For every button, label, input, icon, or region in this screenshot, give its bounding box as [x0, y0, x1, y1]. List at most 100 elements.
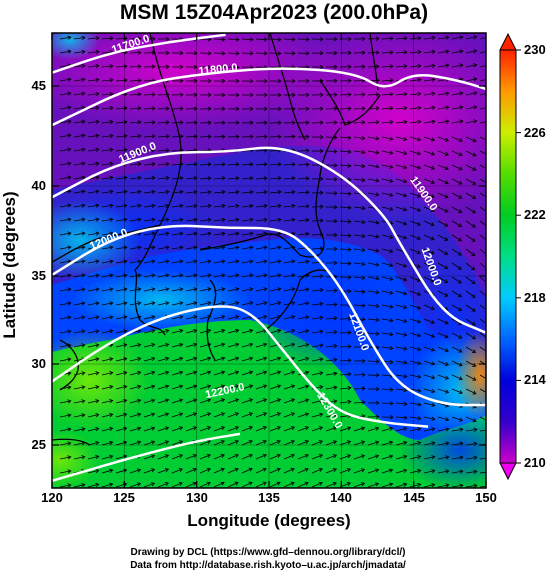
wind-arrow-head	[220, 384, 226, 389]
wind-arrow-head	[431, 389, 436, 394]
wind-arrow-head	[403, 36, 408, 41]
wind-arrow-head	[403, 468, 408, 473]
wind-arrow	[199, 232, 211, 236]
wind-arrow	[269, 219, 281, 222]
wind-arrow	[451, 484, 463, 488]
wind-arrow-head	[487, 49, 490, 53]
wind-arrow	[87, 93, 99, 96]
wind-arrow-head	[95, 273, 100, 278]
wind-arrow	[185, 219, 197, 222]
wind-arrow-head	[403, 387, 408, 393]
contour-line	[52, 33, 226, 74]
wind-arrow-head	[249, 342, 254, 347]
wind-arrow-head	[137, 426, 142, 431]
wind-arrow	[339, 373, 351, 376]
wind-arrow	[395, 234, 407, 239]
wind-arrow	[101, 79, 113, 82]
wind-arrow-head	[457, 279, 462, 284]
wind-arrow	[171, 357, 183, 362]
wind-arrow-head	[457, 223, 463, 228]
wind-arrow-head	[123, 189, 128, 194]
wind-arrow-head	[151, 356, 156, 362]
wind-arrow	[87, 65, 99, 68]
colorbar-tick-label: 218	[524, 290, 546, 305]
wind-arrow-head	[123, 64, 128, 69]
wind-arrow	[479, 192, 486, 198]
wind-arrow	[353, 304, 366, 307]
wind-arrow	[143, 316, 155, 320]
wind-arrow-head	[291, 78, 296, 84]
wind-arrow	[283, 177, 295, 180]
wind-arrow-head	[165, 106, 170, 111]
wind-arrow	[227, 163, 239, 166]
x-tick-label: 145	[403, 490, 425, 505]
wind-arrow	[129, 205, 141, 208]
wind-arrow-head	[333, 413, 338, 418]
wind-arrow	[353, 178, 365, 181]
wind-arrow	[409, 248, 421, 254]
wind-arrow	[269, 412, 281, 418]
wind-arrow-head	[375, 262, 380, 267]
wind-arrow	[241, 205, 253, 208]
wind-arrow-head	[137, 36, 142, 41]
wind-arrow-head	[458, 334, 463, 339]
wind-arrow-head	[417, 440, 422, 446]
wind-arrow-head	[123, 106, 128, 111]
wind-arrow	[101, 413, 113, 418]
wind-arrow	[283, 399, 295, 404]
wind-arrow	[115, 302, 127, 306]
wind-arrow-head	[305, 329, 310, 334]
wind-arrow-head	[235, 162, 240, 167]
wind-arrow	[87, 302, 99, 306]
wind-arrow-head	[444, 334, 449, 339]
wind-arrow-head	[109, 454, 114, 459]
wind-arrow	[73, 162, 85, 166]
wind-arrow	[129, 93, 141, 96]
wind-arrow-head	[179, 356, 184, 361]
wind-arrow-head	[333, 64, 338, 70]
wind-arrow	[381, 276, 393, 280]
wind-arrow-head	[332, 481, 337, 486]
wind-arrow-head	[179, 342, 184, 347]
wind-arrow	[129, 52, 142, 54]
wind-arrow	[115, 330, 127, 334]
wind-arrow	[129, 79, 142, 82]
wind-arrow-head	[137, 106, 142, 111]
wind-arrow-head	[347, 372, 352, 377]
wind-arrow-head	[249, 287, 254, 292]
wind-arrow-head	[488, 442, 491, 446]
wind-arrow-head	[137, 398, 142, 403]
wind-arrow-head	[459, 427, 464, 432]
wind-arrow	[143, 288, 155, 292]
wind-arrow-head	[430, 179, 435, 184]
wind-arrow	[367, 304, 379, 307]
wind-arrow	[87, 204, 99, 208]
wind-arrow	[241, 38, 254, 41]
wind-arrow	[353, 441, 365, 446]
wind-arrow-head	[179, 64, 184, 70]
wind-arrow-head	[445, 455, 450, 460]
wind-arrow	[409, 416, 421, 420]
wind-arrow-head	[403, 64, 408, 69]
wind-arrow-head	[235, 92, 240, 98]
wind-arrow	[395, 164, 407, 169]
wind-arrow	[325, 150, 338, 152]
wind-arrow-head	[416, 319, 422, 324]
wind-arrow-head	[95, 63, 100, 69]
wind-arrow	[255, 371, 267, 376]
wind-arrow-head	[416, 235, 421, 240]
wind-arrow	[395, 136, 407, 141]
wind-arrow-head	[290, 412, 296, 417]
wind-arrow-head	[431, 63, 436, 68]
wind-arrow-head	[403, 415, 408, 420]
wind-arrow-head	[471, 223, 476, 228]
wind-arrow	[395, 121, 407, 124]
wind-arrow	[143, 205, 155, 208]
wind-arrow	[59, 330, 71, 334]
colorbar	[499, 32, 521, 481]
wind-arrow-head	[304, 412, 310, 417]
wind-arrow	[157, 399, 169, 404]
wind-arrow-head	[291, 176, 296, 181]
wind-arrow-head	[389, 36, 394, 41]
wind-arrow	[437, 150, 449, 156]
